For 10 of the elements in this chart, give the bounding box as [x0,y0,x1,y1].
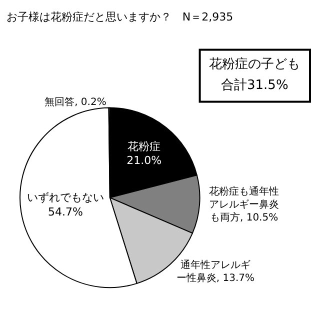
data-label: 21.0% [126,154,162,168]
slice-label: 花粉症 [128,140,161,153]
slice-label: 無回答, 0.2% [44,96,106,108]
slice-label: いずれでもない [27,191,104,204]
text: 合計31.5% [221,78,288,93]
data-label: 54.7% [48,205,83,218]
chart-title: お子様は花粉症だと思いますか？ N＝2,935 [6,10,234,24]
slice-label: 通年性アレルギー性鼻炎, 13.7% [176,258,255,284]
text: 花粉症の子ども [209,57,300,72]
slice-label: 花粉症も通年性アレルギー鼻炎も両方, 10.5% [209,186,280,224]
